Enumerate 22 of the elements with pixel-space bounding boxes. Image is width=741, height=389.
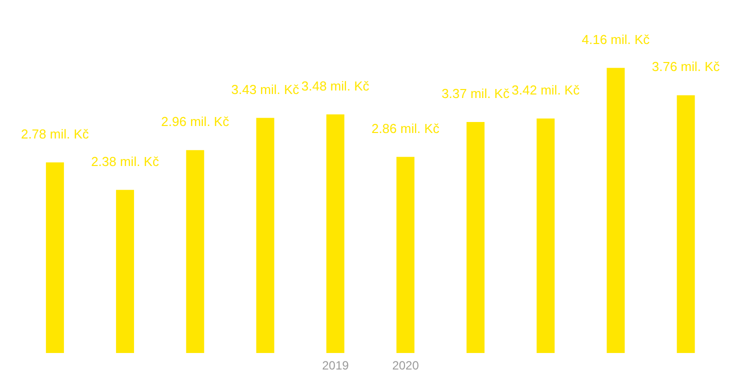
bar <box>326 114 344 353</box>
data-label: 3.37 mil. Kč <box>442 86 510 101</box>
data-label: 3.48 mil. Kč <box>301 78 370 94</box>
bar <box>186 150 204 353</box>
bar <box>676 95 695 353</box>
x-tick-label: 2019 <box>322 358 350 373</box>
data-label: 2.96 mil. Kč <box>161 114 230 130</box>
data-label: 2.38 mil. Kč <box>91 154 160 169</box>
data-label: 2.78 mil. Kč <box>20 126 90 142</box>
x-tick-label: 2020 <box>392 358 420 373</box>
data-label: 2.86 mil. Kč <box>371 120 440 136</box>
data-label: 3.76 mil. Kč <box>652 59 720 74</box>
data-label: 3.43 mil. Kč <box>231 82 300 97</box>
bar <box>116 190 134 353</box>
bar <box>46 162 64 353</box>
bar <box>256 118 274 353</box>
data-label: 4.16 mil. Kč <box>582 32 650 47</box>
bar <box>536 118 555 353</box>
bar <box>606 68 625 353</box>
bar <box>396 156 414 353</box>
data-label: 3.42 mil. Kč <box>512 82 580 98</box>
bar <box>466 122 485 353</box>
